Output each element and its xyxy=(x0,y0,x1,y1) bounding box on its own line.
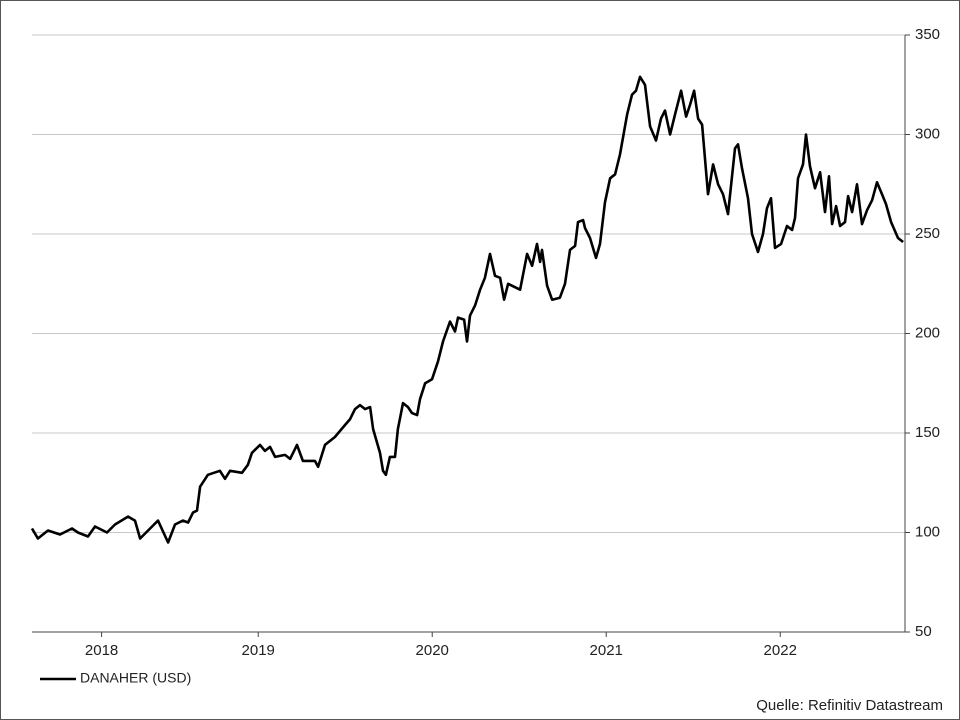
y-tick-label: 100 xyxy=(915,523,940,540)
y-tick-label: 50 xyxy=(915,623,932,640)
source-note: Quelle: Refinitiv Datastream xyxy=(756,697,943,714)
y-tick-label: 200 xyxy=(915,324,940,341)
legend-label: DANAHER (USD) xyxy=(80,670,191,686)
y-tick-label: 300 xyxy=(915,125,940,142)
x-tick-label: 2019 xyxy=(242,642,275,659)
x-tick-label: 2021 xyxy=(590,642,623,659)
x-tick-label: 2018 xyxy=(85,642,118,659)
y-tick-label: 250 xyxy=(915,225,940,242)
x-tick-label: 2022 xyxy=(764,642,797,659)
price-line xyxy=(30,75,904,544)
y-tick-label: 350 xyxy=(915,26,940,43)
x-tick-label: 2020 xyxy=(416,642,449,659)
y-tick-label: 150 xyxy=(915,424,940,441)
